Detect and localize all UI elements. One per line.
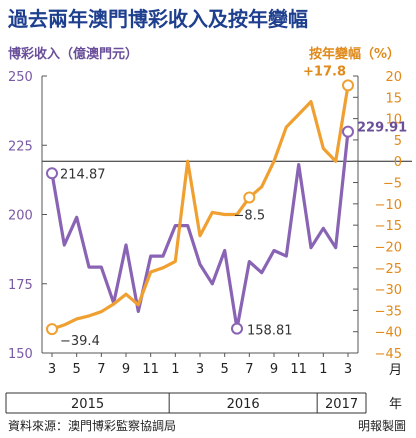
right-tick-label: −40 <box>375 326 402 341</box>
revenue-line <box>50 130 350 331</box>
year-label: 2016 <box>227 397 260 412</box>
highlight-point <box>231 322 243 335</box>
right-tick-label: −20 <box>375 240 402 255</box>
right-tick-label: −35 <box>375 304 402 319</box>
right-tick-label: 5 <box>394 134 402 149</box>
right-tick-label: 10 <box>385 113 402 128</box>
x-tick-label: 5 <box>221 362 229 377</box>
series-lines <box>50 83 350 331</box>
value-label: −39.4 <box>60 334 100 349</box>
value-label: 214.87 <box>60 167 106 182</box>
x-tick-label: 3 <box>196 362 204 377</box>
right-tick-label: −45 <box>375 347 402 362</box>
right-tick-label: 0 <box>394 155 402 170</box>
x-tick-label: 11 <box>290 362 307 377</box>
chart-credit: 明報製圖 <box>358 419 406 433</box>
x-tick-label: 11 <box>142 362 159 377</box>
year-unit-label: 年 <box>389 397 402 412</box>
x-tick-label: 1 <box>171 362 179 377</box>
right-tick-label: −15 <box>375 219 402 234</box>
value-label: −8.5 <box>234 208 266 223</box>
year-label: 2017 <box>325 397 358 412</box>
right-tick-label: −30 <box>375 283 402 298</box>
left-tick-label: 150 <box>8 347 33 362</box>
x-tick-label: 1 <box>319 362 327 377</box>
right-tick-label: −25 <box>375 262 402 277</box>
source-note: 資料來源：澳門博彩監察協調局 <box>8 418 176 433</box>
highlight-point <box>46 323 58 336</box>
chart-title: 過去兩年澳門博彩收入及按年變幅 <box>8 7 308 31</box>
right-tick-label: −5 <box>383 177 402 192</box>
highlight-point <box>46 167 58 180</box>
value-label: +17.8 <box>303 64 346 79</box>
left-tick-label: 175 <box>8 278 33 293</box>
highlight-point <box>342 79 354 92</box>
value-labels: 214.87 158.81 229.91 −39.4 −8.5 +17.8 <box>60 64 407 349</box>
left-tick-label: 200 <box>8 209 33 224</box>
right-tick-label: −10 <box>375 198 402 213</box>
right-tick-label: 15 <box>385 91 402 106</box>
x-tick-label: 9 <box>270 362 278 377</box>
year-label: 2015 <box>71 397 104 412</box>
series-points <box>46 79 354 336</box>
highlight-point <box>342 125 354 138</box>
x-tick-label: 7 <box>97 362 105 377</box>
x-tick-label: 7 <box>245 362 253 377</box>
value-label: 229.91 <box>357 121 407 136</box>
right-tick-label: 20 <box>385 70 402 85</box>
highlight-point <box>243 191 256 204</box>
left-axis-title: 博彩收入（億澳門元） <box>8 46 138 62</box>
value-label: 158.81 <box>247 324 293 339</box>
x-tick-label: 3 <box>344 362 352 377</box>
chart-axes: 150175200225250−45−40−35−30−25−20−15−10−… <box>8 70 402 362</box>
x-tick-label: 9 <box>122 362 130 377</box>
change-line <box>50 83 350 331</box>
x-tick-label: 5 <box>73 362 81 377</box>
month-unit-label: 月 <box>389 363 402 378</box>
x-tick-label: 3 <box>48 362 56 377</box>
left-tick-label: 250 <box>8 70 33 85</box>
left-tick-label: 225 <box>8 139 33 154</box>
right-axis-title: 按年變幅（%） <box>309 46 400 62</box>
